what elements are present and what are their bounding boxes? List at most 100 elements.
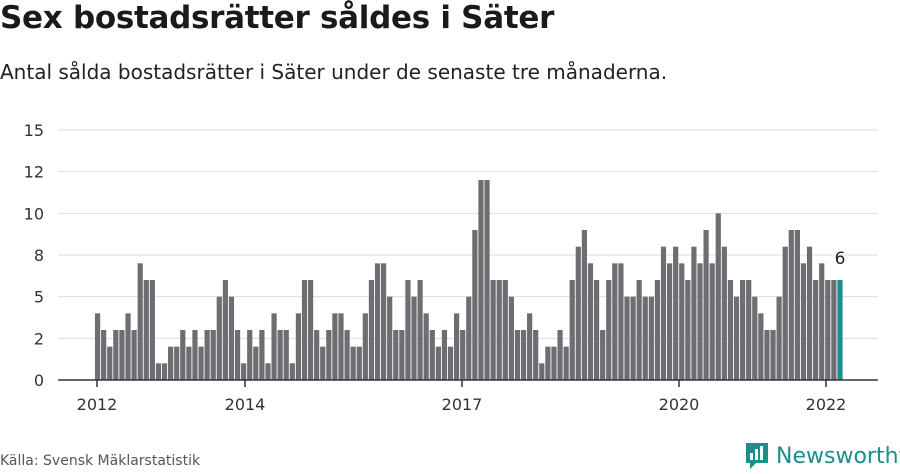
x-tick-label: 2012 <box>77 395 118 414</box>
x-tick-label: 2022 <box>806 395 847 414</box>
bar <box>417 280 423 380</box>
bar <box>825 280 831 380</box>
bar <box>192 330 198 380</box>
bar <box>143 280 149 380</box>
bar <box>265 363 271 380</box>
bar <box>496 280 502 380</box>
bar <box>679 263 685 380</box>
bar <box>332 313 338 380</box>
bar <box>161 363 168 380</box>
bar <box>557 330 563 380</box>
bar <box>800 263 807 380</box>
bar <box>721 246 727 380</box>
source-note: Källa: Svensk Mäklarstatistik <box>0 453 201 469</box>
bar <box>107 346 113 380</box>
bar <box>381 263 387 380</box>
x-tick-label: 2014 <box>225 395 266 414</box>
bar <box>435 346 441 380</box>
bar <box>709 263 715 380</box>
bar <box>186 346 192 380</box>
y-tick-label: 10 <box>24 204 44 223</box>
x-tick-label: 2020 <box>659 395 700 414</box>
bar <box>149 280 155 380</box>
bar <box>387 296 393 380</box>
latest-value-label: 6 <box>835 249 846 269</box>
bar-chart: 0 2 5 8 10 12 15 2012 2014 2017 2020 2022 6 <box>24 121 878 414</box>
bar <box>630 296 636 380</box>
bar <box>174 346 180 380</box>
bar <box>283 330 289 380</box>
bar <box>307 280 314 380</box>
bar <box>441 330 448 380</box>
bar <box>624 296 630 380</box>
y-tick-label: 8 <box>34 246 44 265</box>
bar <box>301 280 308 380</box>
bar <box>819 263 825 380</box>
bar <box>514 330 521 380</box>
bar <box>423 313 429 380</box>
bar <box>234 330 241 380</box>
bar <box>393 330 399 380</box>
bar <box>703 230 709 380</box>
bar <box>131 330 137 380</box>
y-axis-ticks: 0 2 5 8 10 12 15 <box>24 121 44 390</box>
newsworthy-logo-icon <box>746 443 768 469</box>
chart-title: Sex bostadsrätter såldes i Säter <box>0 0 555 36</box>
bar <box>575 246 581 380</box>
bar <box>204 330 210 380</box>
bar <box>746 280 752 380</box>
bars <box>95 180 843 380</box>
bar <box>813 280 819 380</box>
bar <box>593 280 600 380</box>
bar-latest <box>837 280 843 380</box>
bar <box>831 280 837 380</box>
bar <box>198 346 204 380</box>
bar <box>794 230 800 380</box>
bar <box>411 296 417 380</box>
bar <box>429 330 435 380</box>
bar <box>137 263 143 380</box>
bar <box>289 363 295 380</box>
bar <box>119 330 125 380</box>
bar <box>715 213 721 380</box>
bar <box>271 313 277 380</box>
bar <box>527 313 533 380</box>
bar <box>314 330 320 380</box>
bar <box>368 280 375 380</box>
bar <box>733 296 740 380</box>
bar <box>356 346 362 380</box>
bar <box>326 330 332 380</box>
bar <box>113 330 119 380</box>
bar <box>539 363 545 380</box>
bar <box>399 330 405 380</box>
bar <box>374 263 381 380</box>
bar <box>612 263 618 380</box>
bar <box>691 246 697 380</box>
bar <box>338 313 344 380</box>
bar <box>259 330 265 380</box>
y-tick-label: 12 <box>24 163 44 182</box>
bar <box>228 296 235 380</box>
bar <box>472 230 478 380</box>
y-tick-label: 2 <box>34 329 44 348</box>
x-axis-ticks: 2012 2014 2017 2020 2022 <box>77 380 847 414</box>
bar <box>648 296 654 380</box>
bar <box>484 180 490 380</box>
bar <box>806 246 813 380</box>
bar <box>253 346 259 380</box>
bar <box>545 346 551 380</box>
bar <box>673 246 679 380</box>
bar <box>295 313 302 380</box>
bar <box>533 330 539 380</box>
bar <box>508 296 514 380</box>
newsworthy-logo[interactable]: Newsworthy <box>744 440 900 472</box>
bar <box>350 346 356 380</box>
bar <box>569 280 575 380</box>
brand-name: Newsworthy <box>776 443 900 469</box>
bar <box>636 280 642 380</box>
y-tick-label: 15 <box>24 121 44 140</box>
bar <box>654 280 661 380</box>
bar <box>466 296 472 380</box>
bar <box>460 330 466 380</box>
bar <box>727 280 734 380</box>
